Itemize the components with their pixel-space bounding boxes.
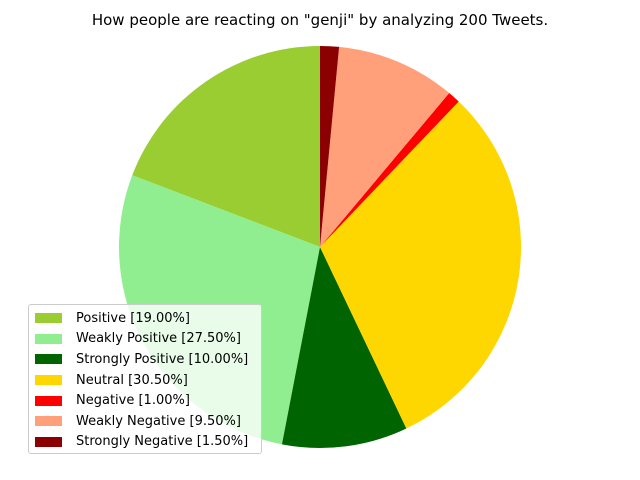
legend-swatch [35, 416, 62, 427]
legend-swatch [35, 375, 62, 386]
legend-entry: Strongly Positive [10.00%] [35, 349, 261, 370]
legend-entry: Negative [1.00%] [35, 390, 261, 411]
pie-slice-5 [320, 46, 450, 248]
legend-swatch [35, 333, 62, 344]
legend-label: Strongly Negative [1.50%] [76, 434, 249, 450]
legend-entry: Strongly Negative [1.50%] [35, 432, 261, 453]
legend-label: Neutral [30.50%] [76, 372, 188, 388]
legend-swatch [35, 354, 62, 365]
pie-slice-4 [320, 93, 459, 247]
pie-slice-6 [320, 46, 340, 247]
legend-entry: Neutral [30.50%] [35, 370, 261, 391]
legend-entry: Weakly Negative [9.50%] [35, 411, 261, 432]
legend-label: Negative [1.00%] [76, 393, 190, 409]
legend-label: Weakly Negative [9.50%] [76, 413, 241, 429]
pie-slice-2 [281, 247, 407, 448]
legend-label: Positive [19.00%] [76, 310, 190, 326]
legend-label: Strongly Positive [10.00%] [76, 351, 249, 367]
legend-swatch [35, 313, 62, 324]
legend-swatch [35, 436, 62, 447]
legend-label: Weakly Positive [27.50%] [76, 331, 241, 347]
legend-swatch [35, 395, 62, 406]
chart-title: How people are reacting on "genji" by an… [91, 11, 549, 29]
legend: Positive [19.00%] Weakly Positive [27.50%… [28, 304, 262, 454]
legend-entry: Positive [19.00%] [35, 308, 261, 329]
pie-slice-0 [132, 46, 320, 247]
legend-entry: Weakly Positive [27.50%] [35, 329, 261, 350]
pie-slice-3 [320, 101, 521, 429]
